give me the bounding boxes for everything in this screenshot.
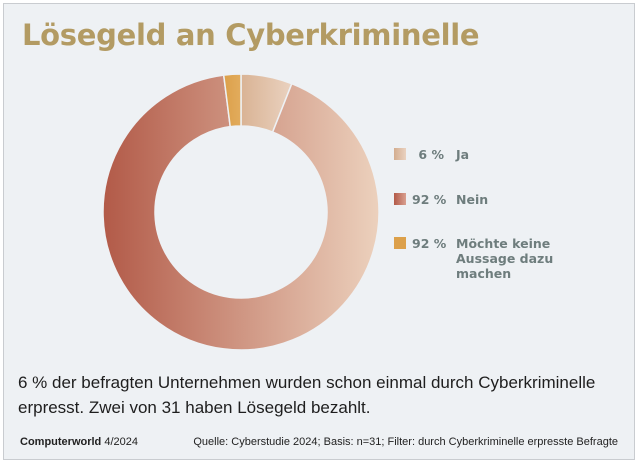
legend-swatch	[394, 193, 406, 205]
chart-title: Lösegeld an Cyberkriminelle	[22, 18, 480, 52]
slice-1	[102, 74, 380, 351]
slice-2	[222, 73, 242, 128]
brand: Computerworld	[20, 436, 102, 448]
footer-source: Quelle: Cyberstudie 2024; Basis: n=31; F…	[193, 436, 618, 448]
issue: 4/2024	[104, 436, 138, 448]
legend-value: 92 %	[412, 236, 447, 251]
footer: Computerworld 4/2024 Quelle: Cyberstudie…	[20, 436, 618, 448]
footer-brand: Computerworld 4/2024	[20, 436, 138, 448]
legend-value: 6 %	[418, 147, 444, 162]
legend-swatch	[394, 237, 406, 249]
description: 6 % der befragten Unternehmen wurden sch…	[18, 373, 596, 417]
legend-label: Nein	[456, 192, 489, 207]
legend-swatch	[394, 148, 406, 160]
legend-label: Möchte keine Aussage dazu machen	[456, 236, 554, 281]
legend-label: Ja	[456, 147, 470, 162]
legend-value: 92 %	[412, 192, 447, 207]
